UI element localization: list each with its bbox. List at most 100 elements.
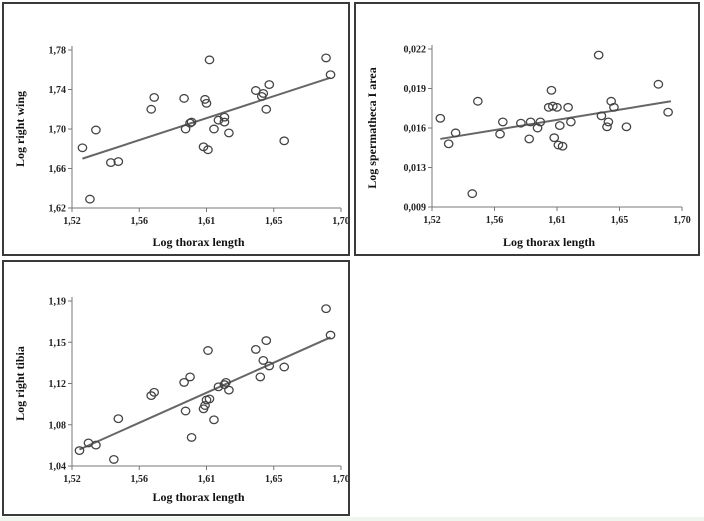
x-axis-label: Log thorax length — [503, 235, 595, 249]
y-tick-label: 0,009 — [404, 203, 427, 214]
x-tick-label: 1,56 — [131, 474, 149, 485]
regression-line — [79, 336, 331, 451]
x-tick-label: 1,70 — [332, 216, 348, 227]
data-point — [91, 125, 101, 135]
regression-line — [440, 100, 672, 140]
data-point — [149, 92, 160, 102]
y-axis-label: Log right tibia — [13, 346, 27, 421]
y-tick-label: 1,62 — [49, 204, 67, 215]
data-point — [219, 112, 230, 122]
data-point — [106, 158, 116, 168]
data-point — [219, 117, 230, 127]
data-point — [204, 55, 215, 65]
data-point — [653, 79, 664, 89]
data-point — [213, 382, 224, 392]
regression-line — [82, 76, 331, 160]
data-point — [472, 96, 483, 106]
data-point — [91, 440, 101, 450]
x-tick-label: 1,65 — [611, 215, 629, 226]
y-tick-label: 1,70 — [49, 125, 67, 136]
chart-right-wing: 1,52 1,56 1,61 1,65 1,70 1,62 1,66 1,70 1,74 1,78… — [13, 46, 348, 250]
data-point — [593, 50, 604, 60]
x-axis-label: Log thorax length — [152, 490, 244, 504]
data-point — [525, 117, 536, 127]
x-tick-label: 1,61 — [548, 215, 566, 226]
data-point — [566, 117, 576, 127]
data-point — [113, 157, 124, 167]
data-point — [549, 133, 560, 143]
data-point — [261, 104, 272, 114]
data-point — [77, 143, 88, 153]
data-point — [443, 139, 454, 149]
data-point — [224, 128, 234, 138]
data-point — [186, 117, 197, 127]
y-tick-label: 0,022 — [404, 45, 427, 56]
data-point — [113, 414, 124, 424]
data-point — [552, 102, 562, 112]
x-axis-label: Log thorax length — [152, 235, 244, 249]
data-point — [279, 362, 290, 372]
y-tick-label: 1,74 — [49, 85, 67, 96]
data-point — [516, 118, 526, 128]
data-point — [603, 117, 614, 127]
data-point — [258, 355, 269, 365]
data-point — [74, 446, 85, 456]
data-point — [321, 53, 331, 63]
y-tick-label: 1,08 — [49, 420, 67, 431]
data-point — [200, 94, 210, 104]
data-point — [203, 346, 213, 355]
y-tick-label: 1,04 — [49, 462, 67, 473]
data-point — [325, 330, 336, 340]
y-tick-label: 1,15 — [49, 338, 67, 349]
bottom-strip — [0, 517, 704, 521]
data-point — [85, 194, 95, 204]
data-point — [185, 118, 195, 128]
y-tick-label: 1,78 — [49, 46, 67, 57]
data-point — [553, 140, 564, 150]
data-point — [204, 394, 215, 404]
x-tick-label: 1,65 — [265, 216, 283, 227]
y-tick-label: 0,016 — [404, 124, 427, 135]
x-tick-label: 1,52 — [63, 474, 81, 485]
data-point — [108, 454, 119, 464]
x-tick-label: 1,56 — [131, 216, 149, 227]
data-point — [279, 136, 290, 146]
data-point — [321, 304, 331, 314]
data-point — [609, 102, 619, 112]
data-point — [209, 415, 219, 425]
x-tick-label: 1,70 — [332, 474, 348, 485]
data-point — [186, 432, 197, 442]
x-tick-label: 1,52 — [423, 215, 441, 226]
data-point — [621, 122, 632, 132]
chart-panel-right-tibia: 1,52 1,56 1,61 1,65 1,70 1,04 1,08 1,12 1,15 1,19… — [2, 260, 350, 516]
data-point — [224, 385, 234, 395]
chart-spermatheca-area: 1,52 1,56 1,61 1,65 1,70 0,009 0,013 0,016 0,019… — [365, 45, 691, 250]
data-point — [467, 189, 478, 199]
y-tick-label: 0,013 — [404, 163, 427, 174]
data-point — [663, 107, 673, 117]
data-point — [250, 344, 261, 354]
data-point — [602, 122, 612, 132]
data-point — [264, 361, 275, 371]
chart-panel-spermatheca-area: 1,52 1,56 1,61 1,65 1,70 0,009 0,013 0,016 0,019… — [354, 2, 700, 256]
data-point — [255, 372, 266, 382]
y-tick-label: 1,12 — [49, 379, 67, 390]
data-point — [179, 377, 189, 387]
x-tick-label: 1,61 — [198, 474, 216, 485]
data-point — [557, 141, 568, 151]
y-tick-label: 1,19 — [49, 297, 67, 308]
data-point — [435, 113, 446, 123]
data-point — [200, 401, 210, 410]
data-point — [547, 101, 558, 111]
x-tick-label: 1,52 — [63, 216, 81, 227]
data-point — [261, 336, 272, 346]
data-point — [495, 129, 505, 139]
data-point — [180, 124, 191, 134]
data-point — [596, 111, 607, 121]
data-point — [264, 80, 275, 90]
data-point — [149, 387, 160, 397]
data-point — [325, 70, 336, 80]
data-point — [146, 104, 157, 114]
data-point — [209, 124, 219, 134]
x-tick-label: 1,70 — [673, 215, 691, 226]
